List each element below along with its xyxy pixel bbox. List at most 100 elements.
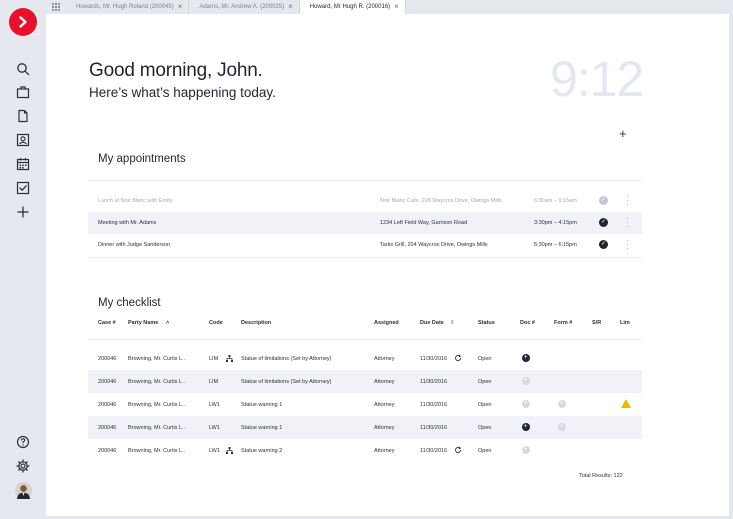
col-sr[interactable]: S/R — [592, 320, 602, 326]
more-options-icon[interactable]: · · · — [626, 192, 629, 209]
col-case[interactable]: Case # — [98, 320, 116, 326]
settings-icon[interactable] — [15, 458, 31, 474]
add-form-icon[interactable] — [558, 423, 566, 431]
contact-icon[interactable] — [15, 132, 31, 148]
cell-party-name: Browning, Mr. Curtis L.. — [128, 448, 186, 454]
table-row[interactable]: 200046 Browning, Mr. Curtis L.. LW1 Statue … — [88, 416, 642, 439]
add-button[interactable]: + — [619, 126, 627, 141]
sidebar — [0, 0, 46, 519]
appointment-row[interactable]: Dinner with Judge Sanderson Tarks Grill,… — [88, 234, 642, 256]
table-row[interactable]: 200046 Browning, Mr. Curtis L.. LIM Statue … — [88, 370, 642, 393]
check-icon[interactable]: ✓ — [599, 240, 608, 249]
table-row[interactable]: 200046 Browning, Mr. Curtis L.. LW1 Statue … — [88, 393, 642, 416]
appointment-row[interactable]: Meeting with Mr. Adams 1234 Left Field W… — [88, 212, 642, 234]
tab-label: Adams, Mr. Andrew A. (200025) — [199, 4, 285, 10]
add-document-icon[interactable] — [522, 423, 530, 431]
cell-assigned: Attorney — [374, 425, 395, 431]
cell-code: LW1 — [209, 402, 220, 408]
briefcase-icon[interactable] — [15, 84, 31, 100]
col-code[interactable]: Code — [209, 320, 223, 326]
cell-description: Statue of limitations (Set by Attorney) — [241, 356, 332, 362]
app-logo[interactable] — [9, 8, 37, 36]
divider — [88, 339, 642, 340]
cell-party-name: Browning, Mr. Curtis L.. — [128, 425, 186, 431]
cell-status: Open — [478, 425, 492, 431]
cell-due-date: 11/30/2016 — [420, 402, 448, 408]
table-row[interactable]: 200046 Browning, Mr. Curtis L.. LIM Statue … — [88, 347, 642, 370]
tab-bar: Howards, Mr. Hugh Roland (200045) × Adam… — [46, 0, 733, 14]
add-document-icon[interactable] — [522, 400, 530, 408]
col-description[interactable]: Description — [241, 320, 272, 326]
hierarchy-icon[interactable] — [226, 447, 233, 456]
close-icon[interactable]: × — [394, 2, 399, 11]
col-lim[interactable]: Lim — [620, 320, 630, 326]
more-options-icon[interactable]: · · · — [626, 236, 629, 253]
recurring-icon[interactable] — [454, 446, 462, 456]
grid-icon[interactable] — [46, 0, 66, 14]
checklist-icon[interactable] — [15, 180, 31, 196]
cell-code: LIM — [209, 356, 219, 362]
help-icon[interactable] — [15, 434, 31, 450]
avatar[interactable] — [15, 482, 32, 499]
hierarchy-icon[interactable] — [226, 355, 233, 364]
col-party-name[interactable]: Party Name — [128, 320, 159, 326]
col-form[interactable]: Form # — [554, 320, 573, 326]
col-assigned[interactable]: Assigned — [374, 320, 399, 326]
cell-due-date: 11/30/2016 — [420, 425, 448, 431]
appointment-title: Lunch at Noir Blanc with Emily — [98, 198, 173, 204]
appointment-row[interactable]: Lunch at Noir Blanc with Emily Noir Blan… — [88, 190, 642, 212]
cell-due-date: 11/30/2016 — [420, 379, 448, 385]
cell-code: LW1 — [209, 448, 220, 454]
close-icon[interactable]: × — [177, 2, 183, 11]
add-document-icon[interactable] — [522, 377, 530, 385]
appointment-title: Meeting with Mr. Adams — [98, 220, 157, 226]
cell-assigned: Attorney — [374, 448, 395, 454]
appointment-time: 6:30am – 9:15am — [534, 198, 577, 204]
col-doc[interactable]: Doc # — [520, 320, 535, 326]
add-document-icon[interactable] — [522, 354, 530, 362]
cell-due-date: 11/30/2016 — [420, 448, 448, 454]
cell-description: Statue warning 2 — [241, 448, 283, 454]
table-row[interactable]: 200046 Browning, Mr. Curtis L.. LW1 Statue … — [88, 439, 642, 462]
cell-case: 200046 — [98, 379, 117, 385]
cell-party-name: Browning, Mr. Curtis L.. — [128, 402, 186, 408]
check-icon[interactable]: ✓ — [599, 218, 608, 227]
cell-assigned: Attorney — [374, 379, 395, 385]
add-document-icon[interactable] — [522, 446, 530, 454]
checklist-header: Case # Party Name ˄ Code Description Ass… — [88, 320, 642, 330]
close-icon[interactable]: × — [288, 2, 293, 11]
tab-adams[interactable]: Adams, Mr. Andrew A. (200025) × — [189, 0, 300, 14]
add-icon[interactable] — [15, 204, 31, 220]
search-icon[interactable] — [15, 61, 31, 77]
tab-howard-active[interactable]: Howard, Mr Hugh R. (200016) × — [299, 0, 406, 14]
cell-description: Statue warning 1 — [241, 425, 283, 431]
check-icon[interactable]: ✓ — [599, 196, 608, 205]
appointment-time: 5:30pm – 6:15pm — [534, 242, 577, 248]
appointment-time: 3:30pm – 4:15pm — [534, 220, 577, 226]
add-form-icon[interactable] — [558, 400, 566, 408]
chevron-right-icon — [19, 16, 27, 28]
tab-label: Howards, Mr. Hugh Roland (200045) — [76, 4, 174, 10]
divider — [88, 180, 642, 181]
cell-case: 200046 — [98, 402, 117, 408]
checklist-title: My checklist — [98, 297, 161, 309]
calendar-icon[interactable] — [15, 156, 31, 172]
cell-status: Open — [478, 402, 492, 408]
cell-status: Open — [478, 448, 492, 454]
col-status[interactable]: Status — [478, 320, 495, 326]
sort-icon[interactable]: ⇕ — [450, 320, 455, 326]
greeting-subheading: Here’s what’s happening today. — [89, 85, 276, 100]
cell-status: Open — [478, 379, 492, 385]
sort-asc-icon[interactable]: ˄ — [166, 320, 170, 326]
total-results: Total Results: 122 — [579, 473, 623, 479]
clock: 9:12 — [550, 51, 644, 107]
greeting-heading: Good morning, John. — [89, 60, 263, 81]
more-options-icon[interactable]: · · · — [626, 214, 629, 231]
cell-party-name: Browning, Mr. Curtis L.. — [128, 379, 186, 385]
document-icon[interactable] — [15, 108, 31, 124]
tab-label: Howard, Mr Hugh R. (200016) — [309, 4, 391, 10]
tab-howards[interactable]: Howards, Mr. Hugh Roland (200045) × — [66, 0, 190, 14]
cell-description: Statue of limitations (Set by Attorney) — [241, 379, 332, 385]
col-due-date[interactable]: Due Date — [420, 320, 444, 326]
recurring-icon[interactable] — [454, 354, 462, 364]
